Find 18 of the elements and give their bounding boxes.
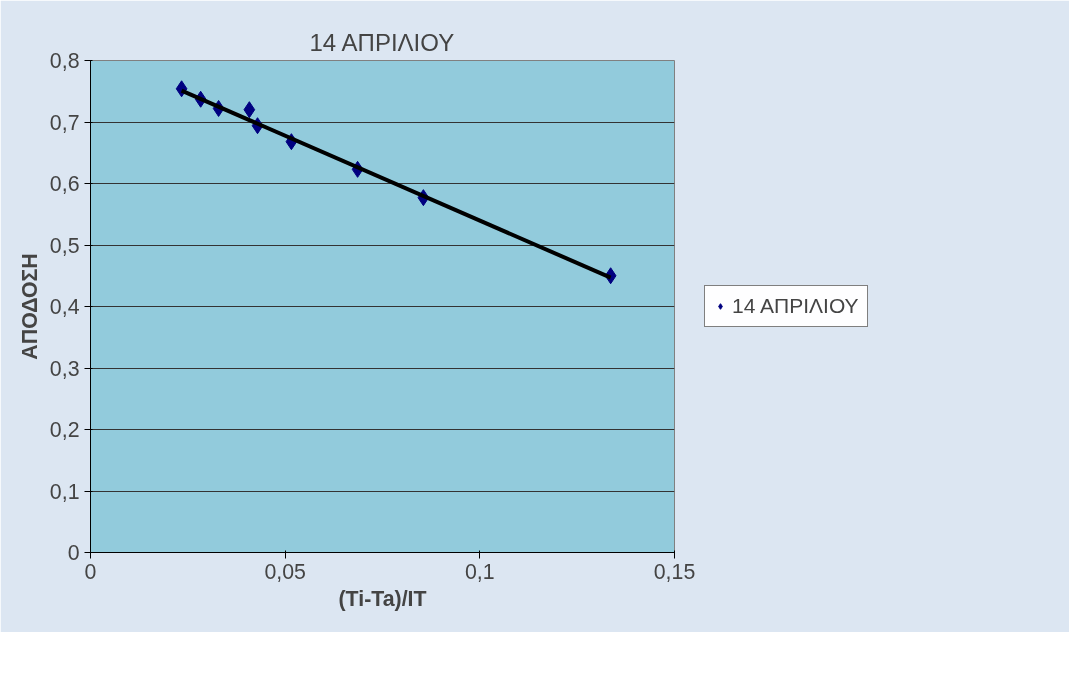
y-tick-label: 0,7 — [49, 110, 80, 135]
y-tick-label: 0,2 — [49, 418, 80, 442]
x-tick-label: 0,15 — [653, 559, 696, 584]
y-axis-title: ΑΠΟΔΟΣΗ — [17, 253, 42, 360]
y-tick-label: 0,5 — [49, 233, 80, 258]
y-tick-label: 0 — [67, 541, 80, 565]
legend-label: 14 ΑΠΡΙΛΙΟΥ — [732, 294, 859, 318]
y-tick-label: 0,3 — [49, 356, 80, 381]
x-tick-label: 0,1 — [465, 559, 495, 584]
y-tick-label: 0,8 — [49, 49, 80, 73]
x-tick-label: 0,05 — [264, 559, 306, 584]
x-tick-label: 0 — [84, 559, 97, 584]
y-tick-label: 0,1 — [49, 479, 80, 504]
point — [243, 101, 256, 119]
x-axis-title: (Ti-Ta)/IT — [338, 586, 427, 611]
y-tick-label: 0,4 — [49, 295, 80, 319]
chart-title: 14 ΑΠΡΙΛΙΟΥ — [309, 28, 455, 56]
y-tick-label: 0,6 — [49, 172, 80, 196]
